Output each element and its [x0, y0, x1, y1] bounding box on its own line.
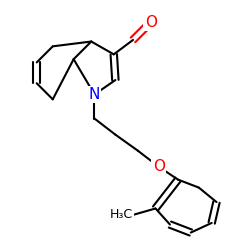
Text: O: O — [153, 159, 165, 174]
Text: N: N — [89, 87, 100, 102]
Text: H₃C: H₃C — [110, 208, 133, 222]
Text: O: O — [145, 15, 157, 30]
